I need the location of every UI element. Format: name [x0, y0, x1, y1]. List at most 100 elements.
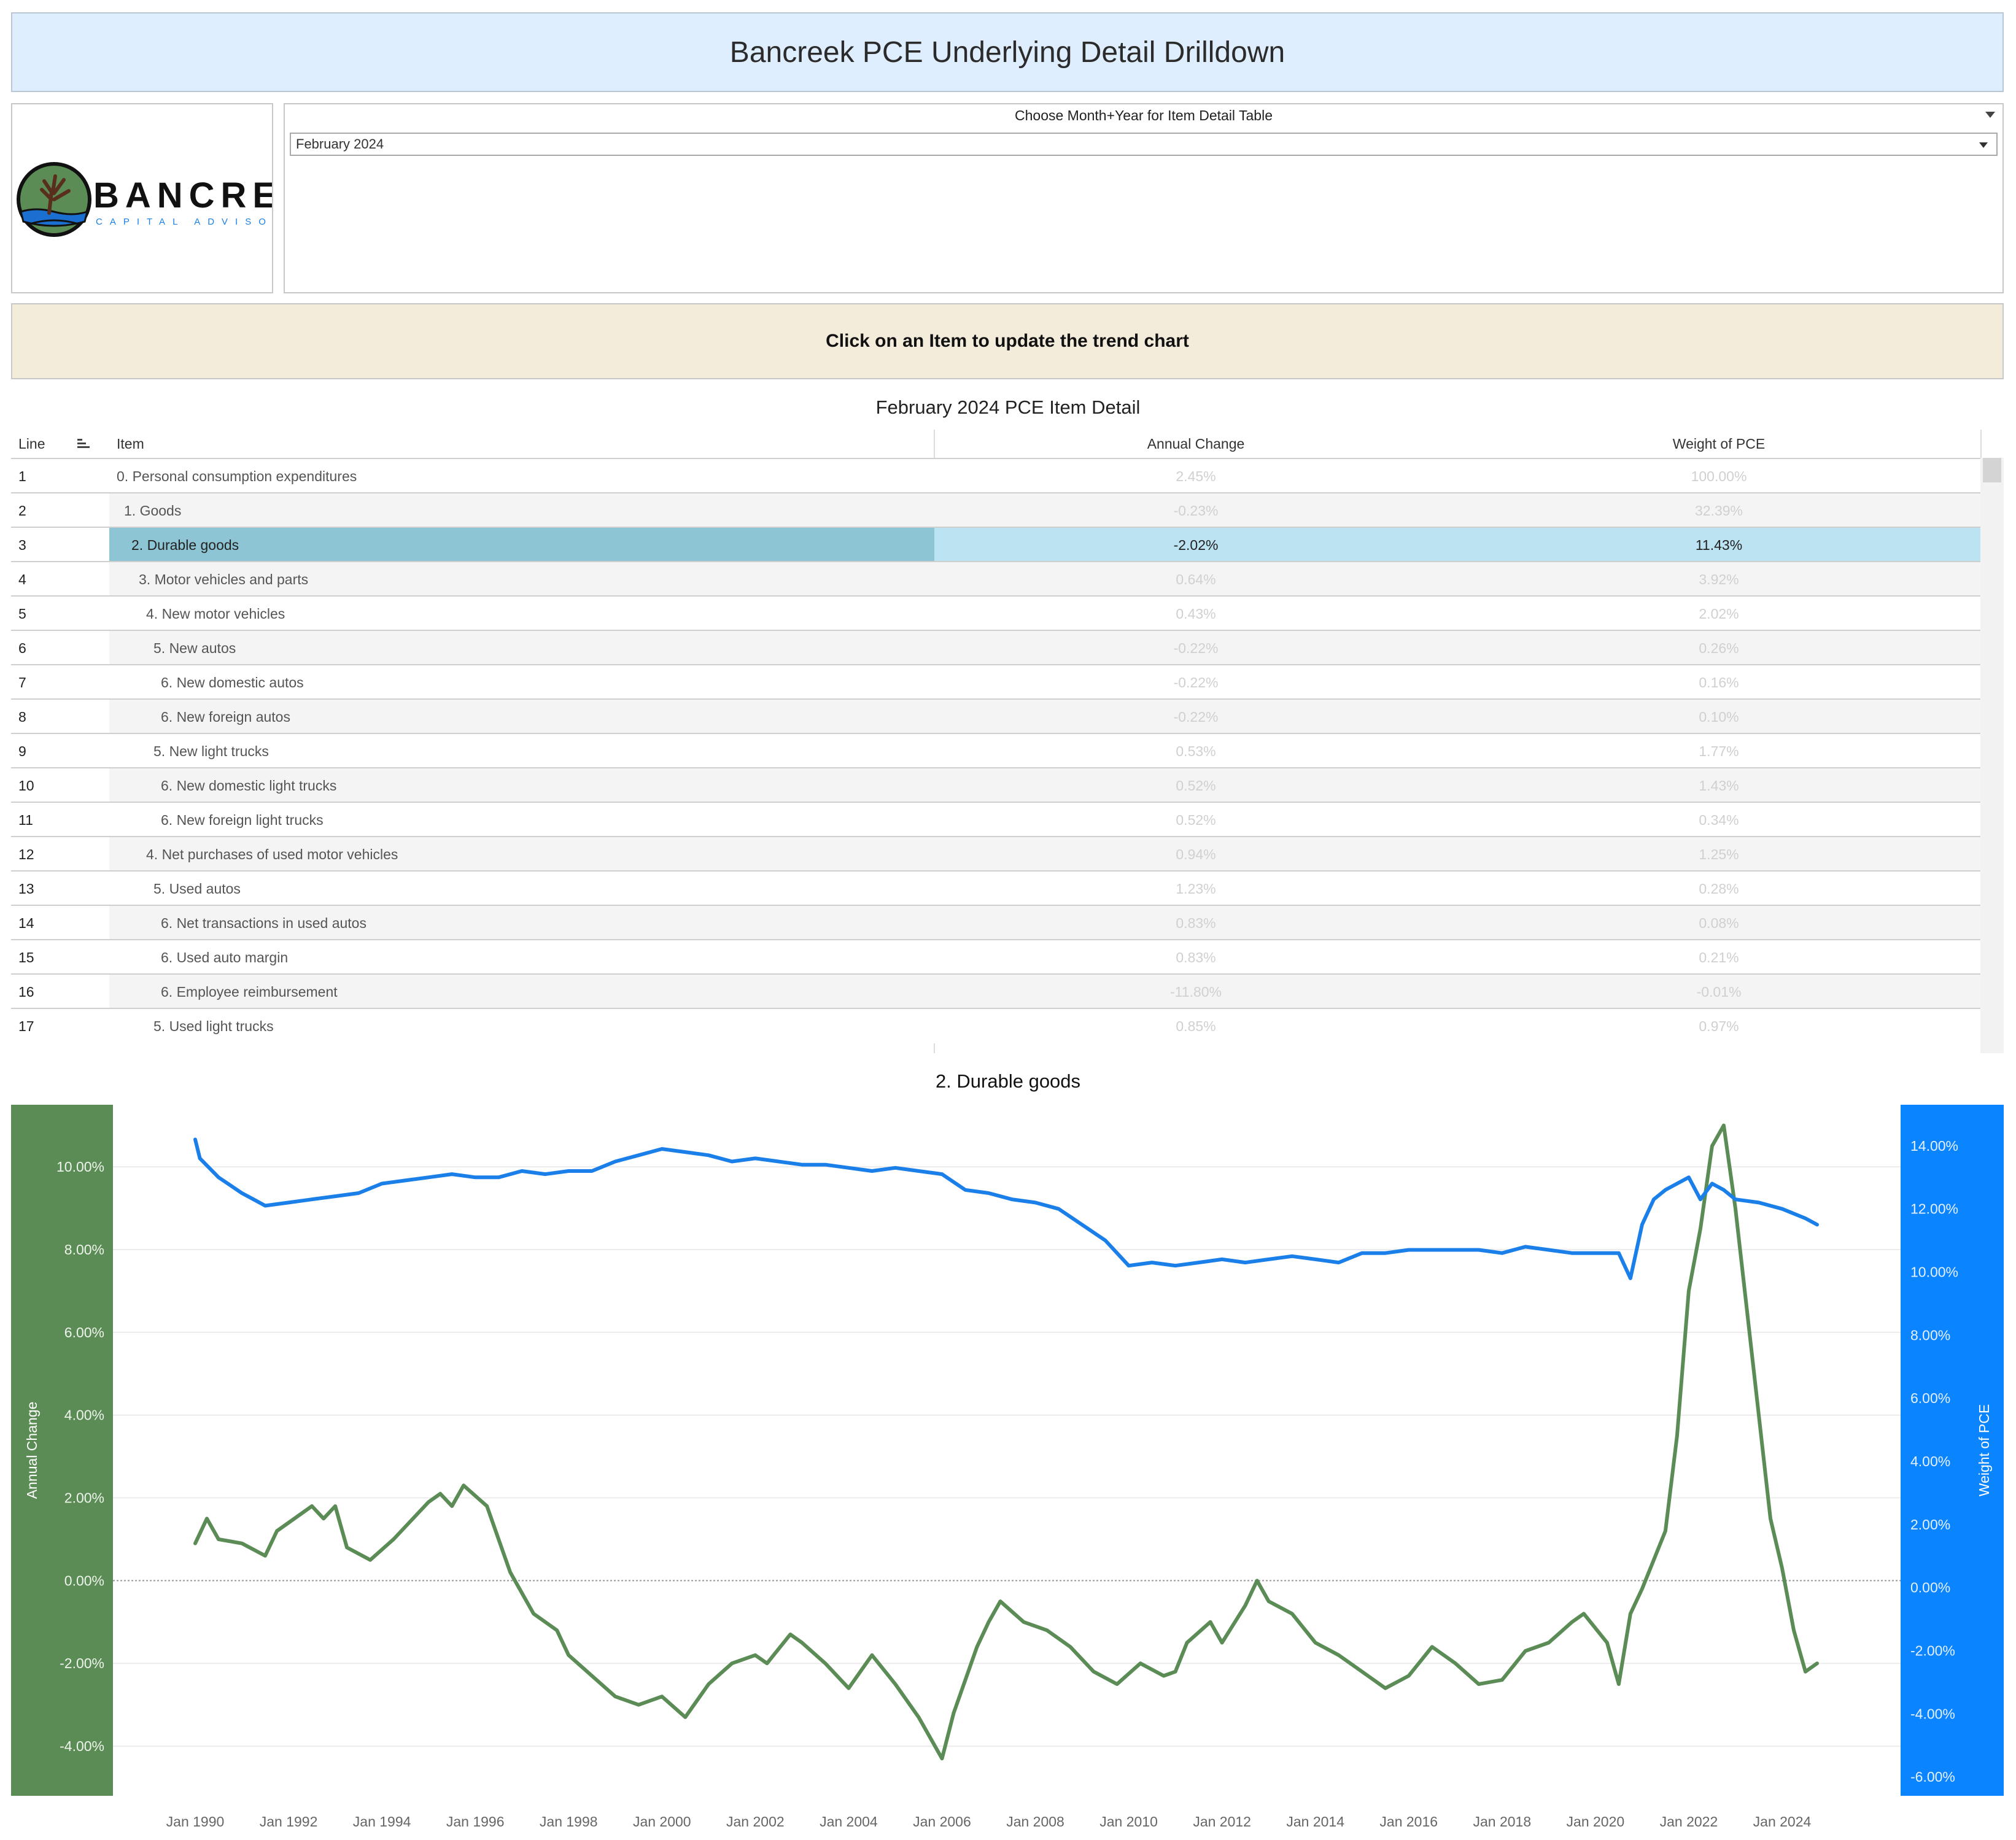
scrollbar-thumb[interactable]: [1983, 458, 2001, 482]
line-number[interactable]: 2: [18, 502, 26, 519]
item-name[interactable]: 2. Durable goods: [109, 528, 934, 562]
annual-change-value[interactable]: 2.45%: [934, 459, 1457, 493]
table-row[interactable]: 1 0. Personal consumption expenditures 2.4…: [11, 458, 1980, 493]
table-row[interactable]: 13 5. Used autos 1.23% 0.28%: [11, 870, 1980, 906]
line-number[interactable]: 12: [18, 846, 34, 862]
table-row[interactable]: 4 3. Motor vehicles and parts 0.64% 3.92%: [11, 561, 1980, 597]
line-number[interactable]: 17: [18, 1018, 34, 1034]
column-header-weight[interactable]: Weight of PCE: [1672, 435, 1766, 452]
annual-change-value[interactable]: 0.52%: [934, 803, 1457, 837]
table-row[interactable]: 5 4. New motor vehicles 0.43% 2.02%: [11, 595, 1980, 631]
table-row[interactable]: 15 6. Used auto margin 0.83% 0.21%: [11, 939, 1980, 975]
weight-line[interactable]: [193, 1137, 1819, 1280]
line-number[interactable]: 13: [18, 880, 34, 897]
line-number[interactable]: 15: [18, 949, 34, 965]
weight-value[interactable]: 0.16%: [1457, 665, 1980, 700]
line-number[interactable]: 5: [18, 605, 26, 622]
item-name[interactable]: 3. Motor vehicles and parts: [109, 562, 934, 597]
weight-value[interactable]: 3.92%: [1457, 562, 1980, 597]
item-name[interactable]: 0. Personal consumption expenditures: [109, 459, 934, 493]
line-number[interactable]: 14: [18, 914, 34, 931]
annual-change-value[interactable]: 0.53%: [934, 734, 1457, 768]
weight-value[interactable]: -0.01%: [1457, 975, 1980, 1009]
line-number[interactable]: 1: [18, 468, 26, 484]
table-row[interactable]: 8 6. New foreign autos -0.22% 0.10%: [11, 698, 1980, 734]
annual-change-value[interactable]: 0.52%: [934, 768, 1457, 803]
annual-change-value[interactable]: -11.80%: [934, 975, 1457, 1009]
column-header-annual-change[interactable]: Annual Change: [1147, 435, 1245, 452]
table-row[interactable]: 12 4. Net purchases of used motor vehicle…: [11, 836, 1980, 872]
weight-value[interactable]: 1.43%: [1457, 768, 1980, 803]
table-row[interactable]: 6 5. New autos -0.22% 0.26%: [11, 630, 1980, 665]
table-row[interactable]: 10 6. New domestic light trucks 0.52% 1.43%: [11, 767, 1980, 803]
line-number[interactable]: 4: [18, 571, 26, 587]
month-year-dropdown[interactable]: February 2024: [290, 133, 1998, 156]
weight-value[interactable]: 0.21%: [1457, 940, 1980, 975]
weight-value[interactable]: 1.77%: [1457, 734, 1980, 768]
table-row[interactable]: 11 6. New foreign light trucks 0.52% 0.34%: [11, 802, 1980, 837]
table-row[interactable]: 14 6. Net transactions in used autos 0.83%…: [11, 905, 1980, 940]
filter-menu-icon[interactable]: [1985, 112, 1995, 118]
line-number[interactable]: 9: [18, 743, 26, 759]
scrollbar-track[interactable]: [1980, 458, 2004, 1053]
weight-value[interactable]: 0.97%: [1457, 1009, 1980, 1043]
weight-value[interactable]: 0.28%: [1457, 872, 1980, 906]
item-name[interactable]: 4. New motor vehicles: [109, 597, 934, 631]
bancreek-logo: BANCREEK CAPITAL ADVISORS: [17, 162, 338, 237]
weight-value[interactable]: 2.02%: [1457, 597, 1980, 631]
line-number[interactable]: 3: [18, 536, 26, 553]
y-right-tick-label: 6.00%: [1910, 1390, 1950, 1406]
weight-value[interactable]: 1.25%: [1457, 837, 1980, 872]
weight-value[interactable]: 0.26%: [1457, 631, 1980, 665]
item-name[interactable]: 5. Used autos: [109, 872, 934, 906]
annual-change-value[interactable]: -0.22%: [934, 665, 1457, 700]
annual-change-value[interactable]: 0.64%: [934, 562, 1457, 597]
item-name[interactable]: 5. New light trucks: [109, 734, 934, 768]
table-row[interactable]: 3 2. Durable goods -2.02% 11.43%: [11, 527, 1980, 562]
weight-value[interactable]: 0.08%: [1457, 906, 1980, 940]
weight-value[interactable]: 0.34%: [1457, 803, 1980, 837]
annual-change-value[interactable]: 0.85%: [934, 1009, 1457, 1043]
line-number[interactable]: 6: [18, 640, 26, 656]
item-name[interactable]: 6. Employee reimbursement: [109, 975, 934, 1009]
annual-change-value[interactable]: -0.22%: [934, 631, 1457, 665]
weight-value[interactable]: 11.43%: [1457, 528, 1980, 562]
annual-change-line[interactable]: [193, 1123, 1819, 1761]
annual-change-value[interactable]: 0.83%: [934, 940, 1457, 975]
item-name[interactable]: 5. Used light trucks: [109, 1009, 934, 1043]
chevron-down-icon[interactable]: [1979, 142, 1988, 148]
line-number[interactable]: 7: [18, 674, 26, 690]
item-name[interactable]: 1. Goods: [109, 493, 934, 528]
annual-change-value[interactable]: 0.94%: [934, 837, 1457, 872]
line-number[interactable]: 16: [18, 983, 34, 1000]
annual-change-value[interactable]: -0.23%: [934, 493, 1457, 528]
item-name[interactable]: 6. New foreign autos: [109, 700, 934, 734]
annual-change-value[interactable]: -0.22%: [934, 700, 1457, 734]
item-name[interactable]: 6. New domestic autos: [109, 665, 934, 700]
annual-change-value[interactable]: 0.43%: [934, 597, 1457, 631]
annual-change-value[interactable]: 1.23%: [934, 872, 1457, 906]
table-row[interactable]: 16 6. Employee reimbursement -11.80% -0.01%: [11, 973, 1980, 1009]
column-header-line[interactable]: Line: [18, 435, 45, 452]
item-name[interactable]: 6. New domestic light trucks: [109, 768, 934, 803]
weight-value[interactable]: 100.00%: [1457, 459, 1980, 493]
line-number[interactable]: 11: [18, 811, 33, 828]
weight-value[interactable]: 0.10%: [1457, 700, 1980, 734]
item-name[interactable]: 5. New autos: [109, 631, 934, 665]
line-number[interactable]: 8: [18, 708, 26, 725]
column-header-item[interactable]: Item: [117, 435, 144, 452]
item-name[interactable]: 4. Net purchases of used motor vehicles: [109, 837, 934, 872]
table-row[interactable]: 2 1. Goods -0.23% 32.39%: [11, 492, 1980, 528]
item-name[interactable]: 6. New foreign light trucks: [109, 803, 934, 837]
sort-icon[interactable]: [76, 436, 92, 452]
annual-change-value[interactable]: -2.02%: [934, 528, 1457, 562]
annual-change-value[interactable]: 0.83%: [934, 906, 1457, 940]
item-name[interactable]: 6. Used auto margin: [109, 940, 934, 975]
table-row[interactable]: 17 5. Used light trucks 0.85% 0.97%: [11, 1008, 1980, 1043]
table-row[interactable]: 7 6. New domestic autos -0.22% 0.16%: [11, 664, 1980, 700]
line-number[interactable]: 10: [18, 777, 34, 794]
weight-value[interactable]: 32.39%: [1457, 493, 1980, 528]
item-name[interactable]: 6. Net transactions in used autos: [109, 906, 934, 940]
table-row[interactable]: 9 5. New light trucks 0.53% 1.77%: [11, 733, 1980, 768]
y-right-tick-label: 14.00%: [1910, 1138, 1958, 1154]
